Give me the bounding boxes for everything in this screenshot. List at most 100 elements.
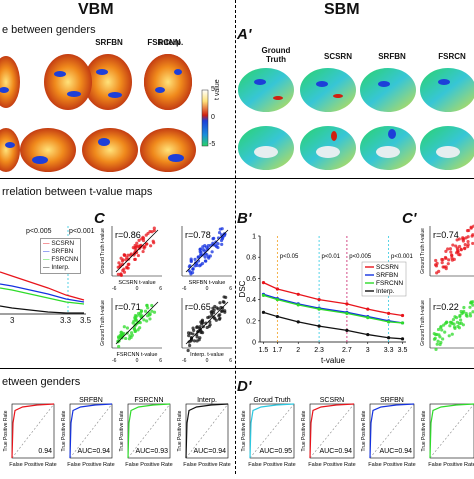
roc-curve [309,403,355,459]
dsc-series-point [366,307,370,311]
dsc-y-tick-label: 0 [252,340,256,347]
scatter-tick-label: 0 [136,358,139,362]
dsc-annotation: p<0.001 [391,254,414,260]
scatter-point [129,331,134,335]
dsc-series-point [317,324,321,328]
dsc-series-point [400,321,405,325]
dsc-series-point [275,287,279,291]
dsc-y-tick-label: 0.2 [246,318,256,325]
dsc-series-point [387,336,391,340]
scatter-point [223,310,227,314]
scatter-point [122,325,126,329]
right-scatter-point [435,271,439,275]
right-roc-row: Groud Truth AUC=0.95 False Positive Rate Tr… [238,394,474,474]
scatter-point [210,309,214,314]
roc-y-label: True Positive Rate [421,410,427,451]
scatter-point [217,231,222,235]
dsc-y-tick-label: 0.4 [246,297,256,304]
scatter-point [133,243,137,248]
scatter-point [218,313,222,317]
scatter-x-label: SCSRN t-value [118,280,155,286]
roc-panel: SRFBN AUC=0.94 False Positive Rate True Pos… [361,397,416,468]
scatter-grid-svg: r=0.86 SCSRN t-value Ground Truth t-value -… [100,226,232,364]
right-scatter-point [458,314,462,319]
vbm-brain-maps [0,54,196,172]
scatter-x-label: FSRCNN t-value [117,352,158,358]
center-divider [235,0,236,474]
right-scatter-point [450,253,454,257]
dsc-series-line [263,293,403,324]
scatter-point [128,253,132,257]
dsc-series-line [263,311,403,340]
right-scatter-point [450,256,454,260]
left-plot-xtick-3-3: 3.3 [60,316,72,325]
right-scatter-point [454,316,459,320]
scatter-point [133,257,137,261]
right-scatter-svg: r=0.74 Ground Truth t-value r=0.22 Ground T… [420,224,474,351]
right-scatter-point [441,258,445,262]
scatter-x-label: Interp. t-value [190,352,224,358]
header-vbm: VBM [78,1,114,18]
dsc-series-point [275,298,279,302]
scatter-point [131,246,135,250]
right-scatter-point [456,248,460,252]
scatter-r-value: r=0.78 [185,230,211,240]
scatter-point [188,270,192,274]
dsc-legend-label: FSRCNN [376,280,403,287]
dsc-x-axis-label: t-value [321,356,346,365]
sbm-lateral-row [238,68,474,112]
dsc-x-tick-label: 3.3 [384,347,394,354]
scatter-point [116,272,120,276]
roc-row-svg: Groud Truth AUC=0.95 False Positive Rate Tr… [241,397,474,468]
roc-curve [429,403,474,459]
roc-x-label: False Positive Rate [308,462,355,468]
right-scatter-point [439,324,443,329]
right-scatter-point [439,340,443,345]
roc-y-label: True Positive Rate [301,410,307,451]
scatter-point [204,259,208,263]
scatter-fit-line [115,301,159,345]
scatter-point [192,339,197,343]
scatter-point [140,237,144,241]
right-scatter-point [466,239,470,244]
right-scatter-point [448,247,453,251]
dsc-x-tick-label: 2.3 [314,347,324,354]
roc-curve [69,403,113,459]
right-scatter-point [471,241,474,246]
dsc-x-tick-label: 1.5 [259,347,269,354]
scatter-point [117,344,121,349]
scatter-point [126,253,130,257]
roc-title: Groud Truth [253,397,290,404]
dsc-legend-label: SRFBN [376,272,398,279]
scatter-point [144,242,149,246]
scatter-point [122,253,126,257]
scatter-point [142,318,146,322]
scatter-point [135,241,139,245]
scatter-point [201,245,205,249]
roc-y-label: True Positive Rate [3,410,9,451]
dsc-series-point [366,332,370,337]
roc-auc: AUC=0.94 [194,448,227,455]
dsc-series-point [400,337,405,341]
scatter-tick-label: 0 [206,286,209,292]
scatter-point [192,328,196,332]
roc-x-label: False Positive Rate [183,462,230,468]
dsc-annotation: p<0.05 [280,254,299,260]
scatter-point [218,227,222,231]
right-scatter-point [443,330,447,334]
scatter-point [146,306,150,310]
scatter-point [188,343,192,348]
right-scatter-point [444,320,449,324]
scatter-fit-line [185,229,229,273]
right-scatter-point [441,337,445,341]
right-scatter-point [447,334,451,338]
left-plot-xtick-3: 3 [10,316,15,325]
roc-panel: FSRCNN AUC=0.93 False Positive Rate True Po… [119,397,173,468]
colorbar [201,89,209,147]
right-scatter-column: r=0.74 Ground Truth t-value r=0.22 Ground T… [420,222,474,362]
scatter-point [131,321,135,325]
roc-y-label: True Positive Rate [119,410,125,451]
roc-diagonal [185,403,229,459]
scatter-point [218,316,222,320]
right-scatter-point [454,251,459,255]
